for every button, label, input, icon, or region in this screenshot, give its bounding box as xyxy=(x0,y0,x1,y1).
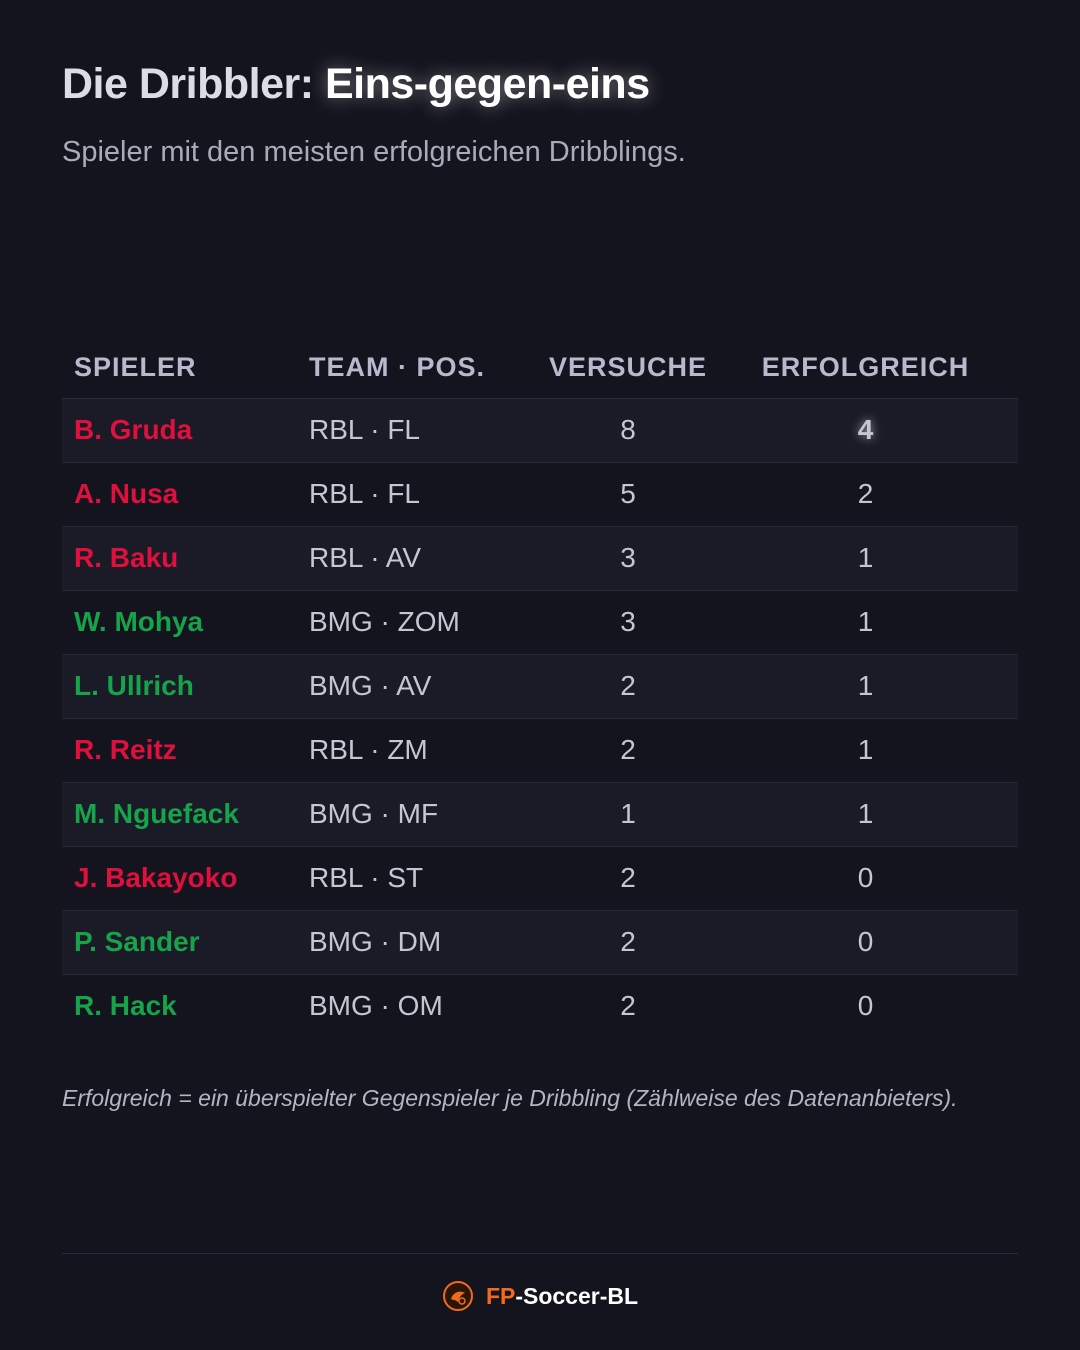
attempts-cell: 3 xyxy=(543,590,713,655)
player-name-cell: R. Hack xyxy=(74,990,177,1022)
footer: FP-Soccer-BL xyxy=(0,1278,1080,1314)
team-pos-cell: BMG · DM xyxy=(297,910,543,975)
team-pos-cell: RBL · ZM xyxy=(297,718,543,783)
fp-soccer-bl-logo-icon xyxy=(442,1280,474,1312)
attempts-cell: 5 xyxy=(543,462,713,527)
table-header-row: SPIELER TEAM · POS. VERSUCHE ERFOLGREICH xyxy=(62,338,1018,399)
footnote: Erfolgreich = ein überspielter Gegenspie… xyxy=(62,1085,958,1111)
brand-name: FP-Soccer-BL xyxy=(486,1283,638,1310)
player-name-cell: W. Mohya xyxy=(62,590,297,655)
successful-cell: 1 xyxy=(713,526,1018,591)
attempts-cell: 2 xyxy=(543,654,713,719)
title-lead: Die Dribbler: xyxy=(62,60,325,108)
player-name-cell: A. Nusa xyxy=(62,462,297,527)
successful-cell: 1 xyxy=(713,718,1018,783)
attempts-cell: 8 xyxy=(543,398,713,463)
team-pos-cell: RBL · AV xyxy=(297,526,543,591)
player-name-cell: L. Ullrich xyxy=(62,654,297,719)
successful-cell: 1 xyxy=(713,590,1018,655)
attempts-cell: 2 xyxy=(620,990,636,1022)
attempts-cell: 2 xyxy=(543,718,713,783)
table-row: R. Reitz RBL · ZM 2 1 xyxy=(62,718,1018,783)
brand-prefix: FP xyxy=(485,1282,516,1309)
column-header-attempts: VERSUCHE xyxy=(543,338,713,399)
table-row: R. Hack BMG · OM 2 0 xyxy=(62,974,1018,1038)
successful-cell: 2 xyxy=(713,462,1018,527)
table-row: W. Mohya BMG · ZOM 3 1 xyxy=(62,590,1018,655)
attempts-cell: 2 xyxy=(543,910,713,975)
successful-cell: 1 xyxy=(713,782,1018,847)
team-pos-cell: BMG · AV xyxy=(297,654,543,719)
attempts-cell: 1 xyxy=(543,782,713,847)
table-row: R. Baku RBL · AV 3 1 xyxy=(62,526,1018,591)
player-name-cell: R. Reitz xyxy=(62,718,297,783)
table-row: J. Bakayoko RBL · ST 2 0 xyxy=(62,846,1018,911)
team-pos-cell: BMG · OM xyxy=(309,990,443,1022)
column-header-player: SPIELER xyxy=(62,338,297,399)
table-row: L. Ullrich BMG · AV 2 1 xyxy=(62,654,1018,719)
table-body: B. Gruda RBL · FL 8 4 A. Nusa RBL · FL 5 2 R. Ba… xyxy=(62,398,1018,1038)
table-row: M. Nguefack BMG · MF 1 1 xyxy=(62,782,1018,847)
table-row: P. Sander BMG · DM 2 0 xyxy=(62,910,1018,975)
page-title: Die Dribbler: Eins-gegen-eins xyxy=(62,60,650,109)
table-row: A. Nusa RBL · FL 5 2 xyxy=(62,462,1018,527)
attempts-cell: 3 xyxy=(543,526,713,591)
column-header-successful: ERFOLGREICH xyxy=(713,338,1018,399)
successful-cell: 1 xyxy=(713,654,1018,719)
team-pos-cell: BMG · ZOM xyxy=(297,590,543,655)
player-name-cell: J. Bakayoko xyxy=(62,846,297,911)
footer-divider xyxy=(62,1253,1018,1254)
column-header-team-pos: TEAM · POS. xyxy=(297,338,543,399)
successful-cell: 4 xyxy=(713,398,1018,463)
dribbling-table: SPIELER TEAM · POS. VERSUCHE ERFOLGREICH… xyxy=(62,338,1018,1038)
team-pos-cell: RBL · ST xyxy=(297,846,543,911)
brand-suffix: -Soccer-BL xyxy=(515,1282,639,1309)
player-name-cell: M. Nguefack xyxy=(62,782,297,847)
team-pos-cell: BMG · MF xyxy=(297,782,543,847)
title-accent: Eins-gegen-eins xyxy=(325,60,650,108)
table-row: B. Gruda RBL · FL 8 4 xyxy=(62,398,1018,463)
team-pos-cell: RBL · FL xyxy=(297,398,543,463)
successful-cell: 0 xyxy=(857,990,874,1022)
player-name-cell: B. Gruda xyxy=(62,398,297,463)
team-pos-cell: RBL · FL xyxy=(297,462,543,527)
successful-cell: 0 xyxy=(713,846,1018,911)
page-subtitle: Spieler mit den meisten erfolgreichen Dr… xyxy=(62,136,686,168)
player-name-cell: P. Sander xyxy=(62,910,297,975)
player-name-cell: R. Baku xyxy=(62,526,297,591)
attempts-cell: 2 xyxy=(543,846,713,911)
successful-cell: 0 xyxy=(713,910,1018,975)
